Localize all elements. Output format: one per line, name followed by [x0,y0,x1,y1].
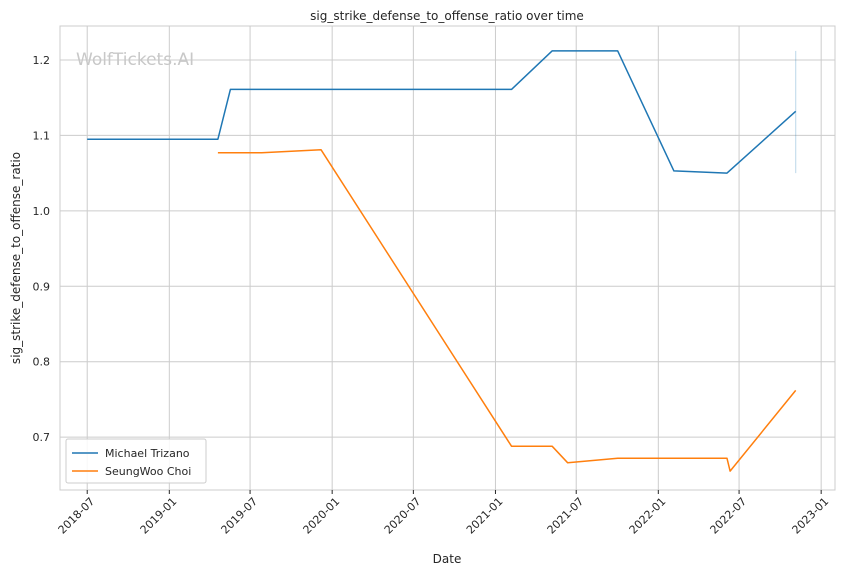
y-tick-label: 0.9 [33,280,51,293]
plot-background [60,26,835,490]
plot-frame [59,25,836,491]
legend-box [65,438,207,484]
y-tick-label: 1.2 [33,54,51,67]
y-tick-label: 0.7 [33,431,51,444]
legend-label: SeungWoo Choi [105,465,191,478]
legend: Michael Trizano SeungWoo Choi [65,438,207,484]
x-tick-label: 2021-01 [464,495,506,537]
x-tick-label: 2021-07 [545,495,587,537]
y-axis-title: sig_strike_defense_to_offense_ratio [9,152,23,364]
x-ticks: 2018-07 2019-01 2019-07 2020-01 2020-07 2021-… [56,490,832,537]
y-ticks: 0.7 0.8 0.9 1.0 1.1 1.2 [33,54,51,444]
x-tick-label: 2019-01 [138,495,180,537]
x-tick-label: 2018-07 [56,495,98,537]
x-tick-label: 2022-07 [707,495,749,537]
series-line [87,50,797,174]
x-tick-label: 2019-07 [218,495,260,537]
x-tick-label: 2020-01 [301,495,343,537]
watermark: WolfTickets.AI [76,50,194,70]
grid [60,26,835,490]
x-tick-label: 2020-07 [382,495,424,537]
legend-label: Michael Trizano [105,447,190,460]
y-tick-label: 1.1 [33,129,51,142]
x-tick-label: 2023-01 [790,495,832,537]
x-axis-title: Date [433,552,462,566]
y-tick-label: 1.0 [33,205,51,218]
series-layer [87,50,797,472]
chart-title: sig_strike_defense_to_offense_ratio over… [310,9,584,23]
y-tick-label: 0.8 [33,356,51,369]
x-tick-label: 2022-01 [627,495,669,537]
series-line [217,148,797,472]
